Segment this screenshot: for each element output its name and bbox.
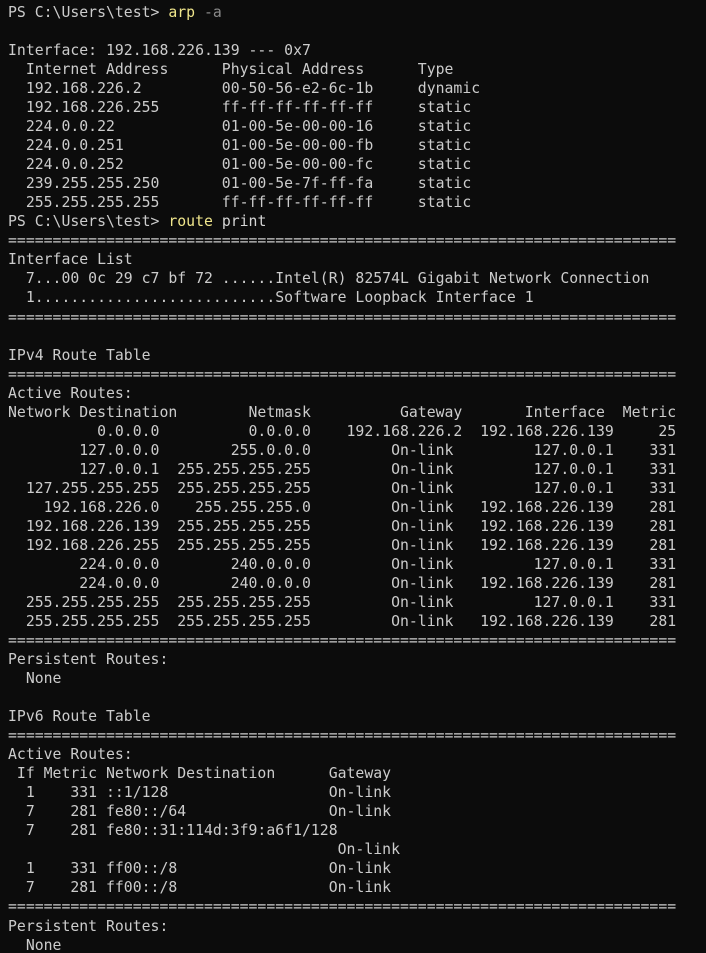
terminal-line: Internet Address Physical Address Type [8,61,454,79]
terminal-line: 7 281 fe80::31:114d:3f9:a6f1/128 [8,822,338,840]
terminal-line: 7 281 fe80::/64 On-link [8,803,392,821]
terminal-line: Network Destination Netmask Gateway Inte… [8,403,677,421]
terminal-line: 224.0.0.252 01-00-5e-00-00-fc static [8,156,472,174]
terminal-line: ========================================… [8,632,677,650]
terminal-line [8,327,706,346]
terminal-line: 255.255.255.255 ff-ff-ff-ff-ff-ff static [8,194,472,212]
terminal-line: If Metric Network Destination Gateway [8,765,392,783]
terminal-line [8,22,706,41]
terminal-line: ========================================… [8,727,677,745]
terminal-line: 7 281 ff00::/8 On-link [8,879,392,897]
prompt-text: PS C:\Users\test> [8,213,169,231]
terminal-line: Interface List [8,251,133,269]
terminal-line: 192.168.226.0 255.255.255.0 On-link 192.… [8,498,677,516]
terminal-line: IPv4 Route Table [8,346,151,364]
terminal-line: ========================================… [8,365,677,383]
terminal-line: 7...00 0c 29 c7 bf 72 ......Intel(R) 825… [8,270,650,288]
terminal-line: 255.255.255.255 255.255.255.255 On-link … [8,593,677,611]
prompt-text [213,213,222,230]
terminal-line: 127.0.0.0 255.0.0.0 On-link 127.0.0.1 33… [8,441,677,459]
terminal-line: PS C:\Users\test> arp -a [8,3,706,22]
terminal-line: Persistent Routes: [8,651,169,669]
terminal-line: 1 331 ::1/128 On-link [8,784,392,802]
terminal-line: 224.0.0.251 01-00-5e-00-00-fb static [8,137,472,155]
terminal-line [8,688,706,707]
terminal-line: 1...........................Software Loo… [8,289,534,307]
terminal-line: 192.168.226.139 255.255.255.255 On-link … [8,517,677,535]
terminal-line: 224.0.0.0 240.0.0.0 On-link 127.0.0.1 33… [8,555,677,573]
terminal-line: Active Routes: [8,746,133,764]
terminal-output: PS C:\Users\test> arp -a Interface: 192.1… [8,3,706,953]
terminal-line: Active Routes: [8,384,133,402]
terminal-line: Persistent Routes: [8,917,169,935]
terminal-line: None [8,670,62,688]
terminal-line: 192.168.226.255 255.255.255.255 On-link … [8,536,677,554]
terminal-line: 255.255.255.255 255.255.255.255 On-link … [8,613,677,630]
terminal-line: 1 331 ff00::/8 On-link [8,860,392,878]
terminal-line: 224.0.0.0 240.0.0.0 On-link 192.168.226.… [8,574,677,592]
parameter-text: -a [204,4,222,21]
terminal-line: 127.0.0.1 255.255.255.255 On-link 127.0.… [8,460,677,478]
terminal-line: ========================================… [8,308,677,326]
command-text: arp [168,4,196,21]
terminal-line: On-link [8,841,400,859]
prompt-text: PS C:\Users\test> [8,4,169,21]
terminal-line: 0.0.0.0 0.0.0.0 192.168.226.2 192.168.22… [8,422,677,440]
terminal-line: 239.255.255.250 01-00-5e-7f-ff-fa static [8,175,472,193]
terminal-line: 127.255.255.255 255.255.255.255 On-link … [8,479,677,497]
terminal-line: 192.168.226.2 00-50-56-e2-6c-1b dynamic [8,80,481,98]
argument-text: print [221,213,267,231]
command-text: route [168,213,213,231]
terminal-line: ========================================… [8,898,677,916]
terminal-line: 224.0.0.22 01-00-5e-00-00-16 static [8,118,472,136]
terminal-line: Interface: 192.168.226.139 --- 0x7 [8,42,311,60]
terminal-line: PS C:\Users\test> route print [8,212,706,231]
terminal-line: ========================================… [8,232,677,250]
terminal-line: None [8,936,62,953]
prompt-text [195,4,204,21]
terminal-line: IPv6 Route Table [8,708,151,726]
terminal-line: 192.168.226.255 ff-ff-ff-ff-ff-ff static [8,99,472,117]
